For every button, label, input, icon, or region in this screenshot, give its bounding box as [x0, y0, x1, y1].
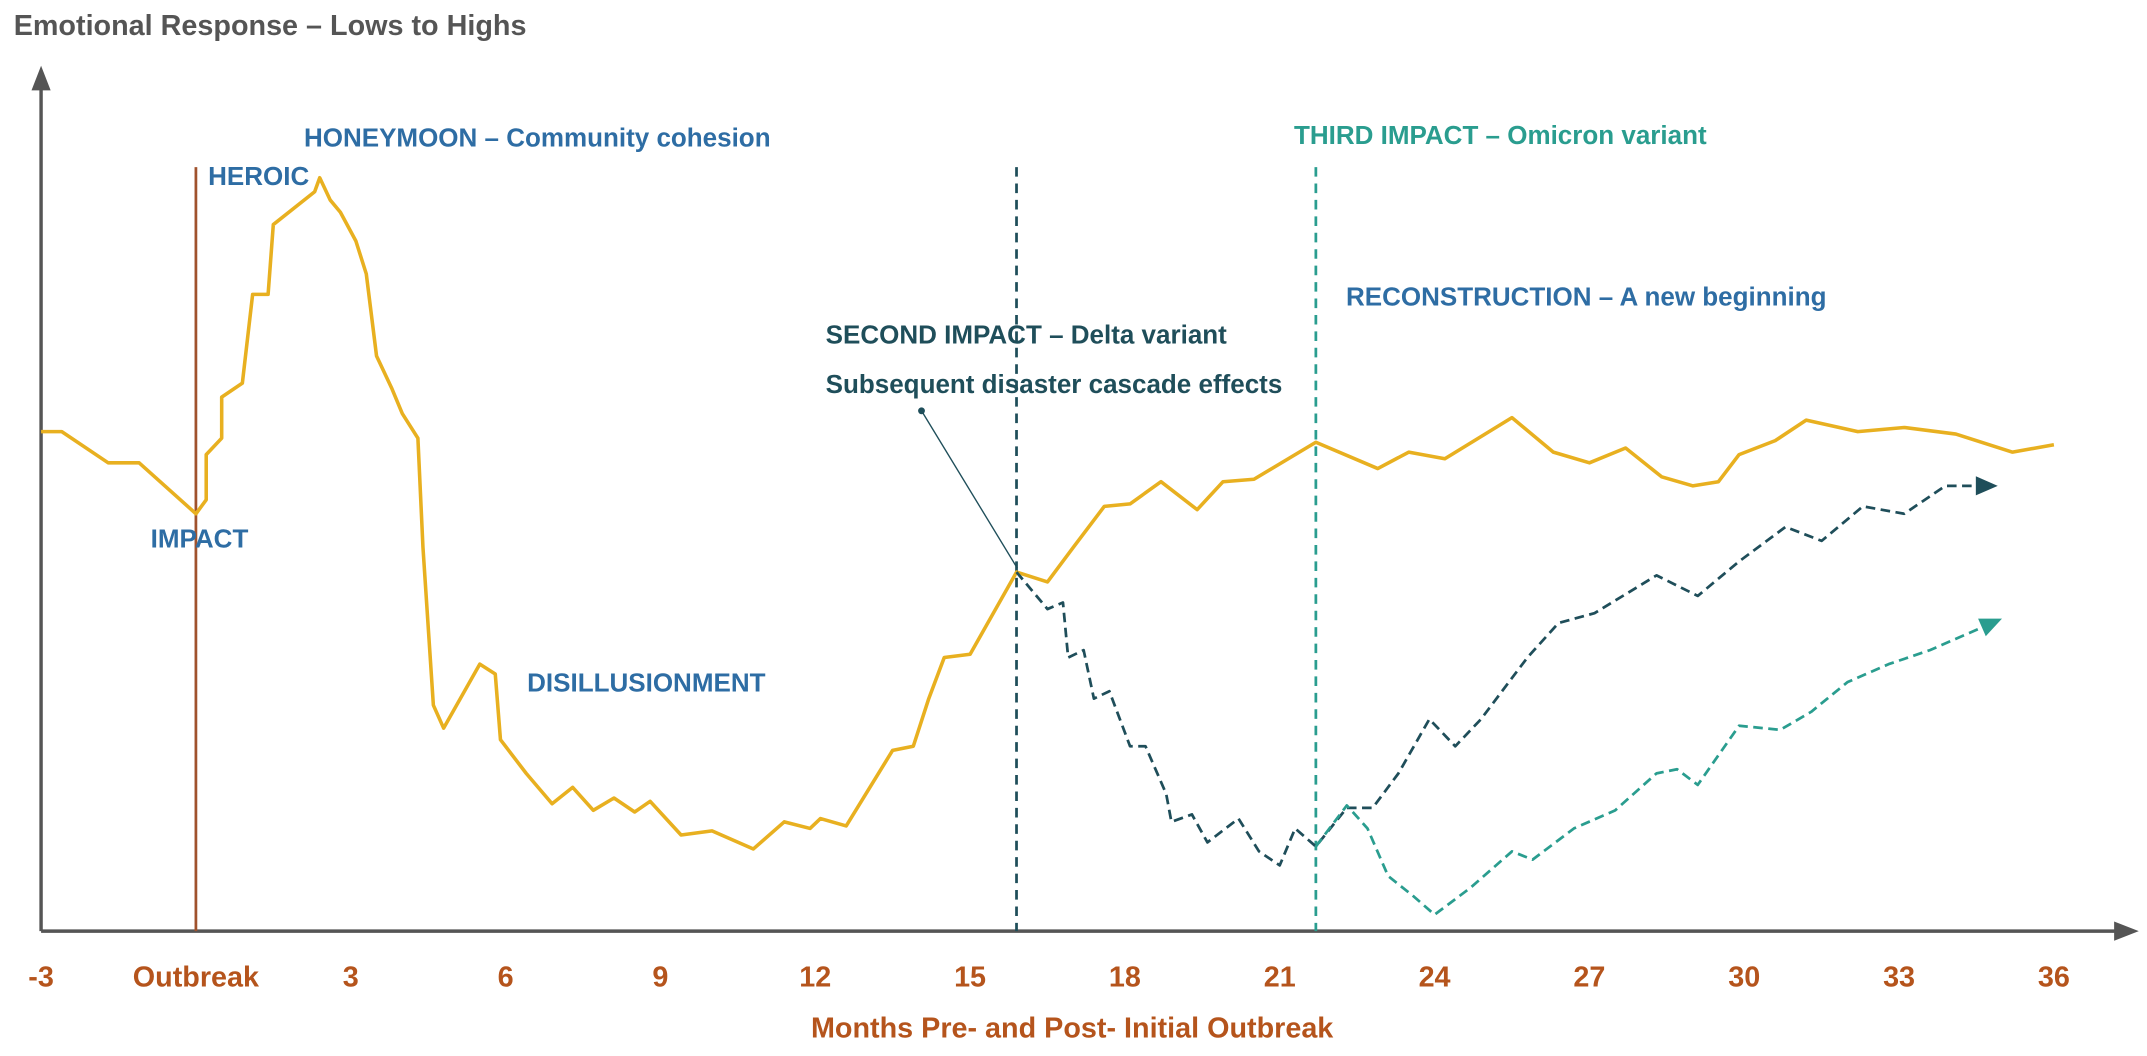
x-tick-label: 24 [1419, 962, 1451, 994]
x-tick-label: 18 [1109, 962, 1141, 994]
arrow-head [1975, 476, 1998, 496]
x-axis-label: Months Pre- and Post- Initial Outbreak [811, 1012, 1334, 1044]
x-tick-label: -3 [28, 962, 54, 994]
annotation: SECOND IMPACT – Delta variant [826, 320, 1228, 350]
annotation: THIRD IMPACT – Omicron variant [1294, 120, 1707, 150]
x-tick-label: 30 [1728, 962, 1760, 994]
pointer-dot [918, 407, 925, 415]
x-tick-label: 15 [954, 962, 986, 994]
arrow-head [1978, 618, 2002, 637]
chart-title: Emotional Response – Lows to Highs [14, 10, 527, 42]
x-tick-label: 3 [343, 962, 359, 994]
annotation: HEROIC [208, 161, 309, 191]
x-tick-label: 9 [652, 962, 668, 994]
x-tick-label: 12 [799, 962, 831, 994]
annotation: Subsequent disaster cascade effects [826, 369, 1283, 399]
series-line [41, 175, 2055, 851]
x-tick-label: 6 [498, 962, 514, 994]
pointer-line [920, 410, 1018, 569]
annotation: IMPACT [151, 524, 249, 554]
y-axis-arrow [31, 65, 51, 91]
annotation: RECONSTRUCTION – A new beginning [1346, 281, 1827, 311]
x-tick-label: 36 [2038, 962, 2070, 994]
x-tick-label: 27 [1573, 962, 1605, 994]
annotation: HONEYMOON – Community cohesion [304, 123, 771, 153]
x-tick-label: 33 [1883, 962, 1915, 994]
annotation: DISILLUSIONMENT [527, 668, 765, 698]
series-line [1314, 621, 1993, 917]
x-axis-arrow [2114, 921, 2139, 941]
x-tick-label: 21 [1264, 962, 1296, 994]
x-tick-label: Outbreak [133, 962, 260, 994]
axes [31, 65, 2139, 941]
series-line [1015, 484, 1987, 867]
